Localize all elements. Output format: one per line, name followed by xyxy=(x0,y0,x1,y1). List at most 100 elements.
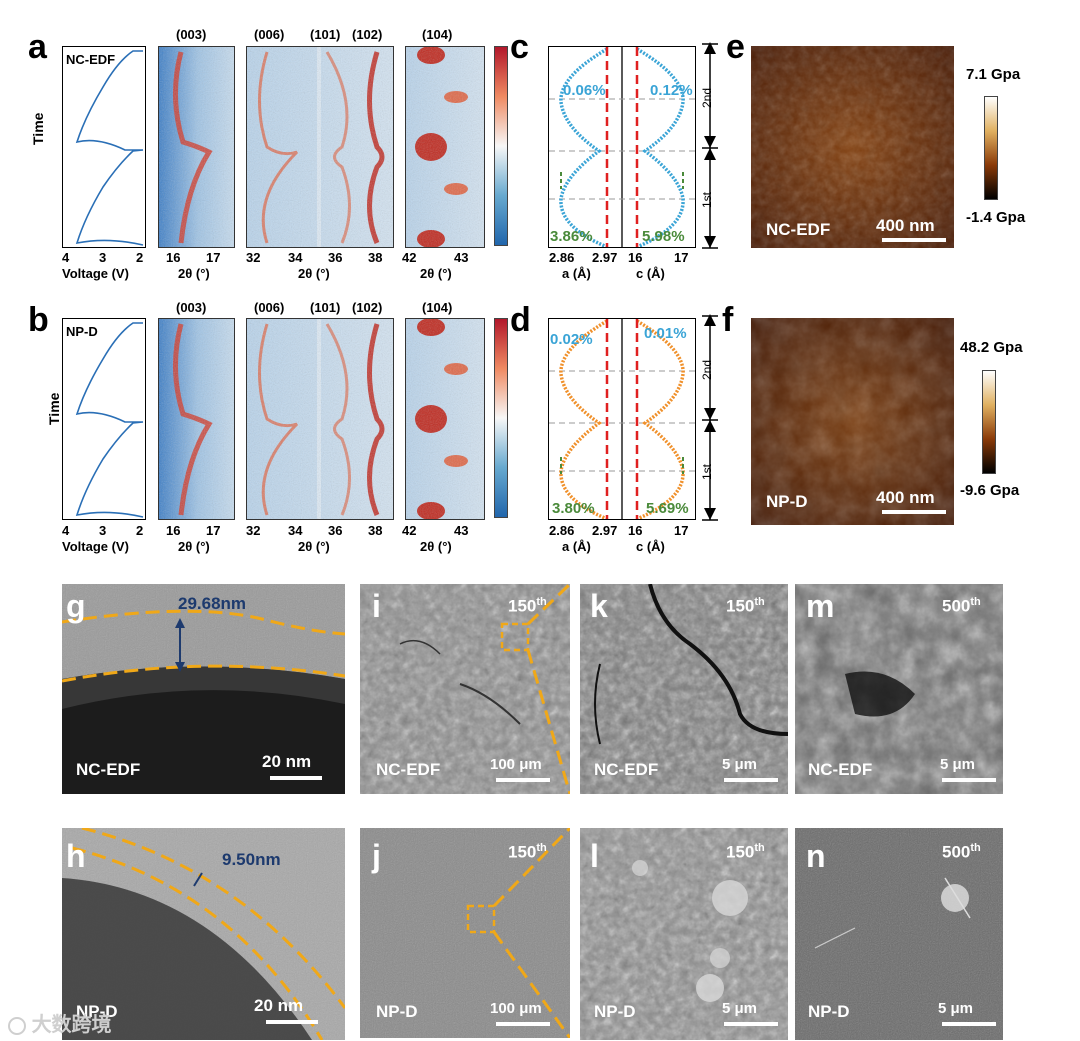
sem-scalebar-j xyxy=(496,1022,550,1026)
heatmap-003-b xyxy=(158,318,235,520)
peak-101-a: (101) xyxy=(310,27,341,42)
strain-d-top-right: 0.01% xyxy=(644,325,687,342)
c-tick-c-0: 16 xyxy=(628,250,643,265)
voltage-tick-b-0: 4 xyxy=(62,523,70,538)
afm-colorbar-e xyxy=(984,96,998,200)
sem-scale-k: 5 μm xyxy=(722,756,758,773)
peak-101-b: (101) xyxy=(310,300,341,315)
tick-a-17: 17 xyxy=(206,250,221,265)
panel-label-k: k xyxy=(590,588,608,624)
watermark-text: 大数跨境 xyxy=(31,1014,112,1036)
tick-b-16: 16 xyxy=(166,523,181,538)
watermark-icon xyxy=(8,1016,26,1035)
peak-102-a: (102) xyxy=(352,27,383,42)
afm-min-f: -9.6 Gpa xyxy=(960,482,1020,499)
heatmap-003-a xyxy=(158,46,235,248)
sem-sample-l: NP-D xyxy=(594,1002,636,1021)
strain-d-top-left: 0.02% xyxy=(550,331,593,348)
afm-image-f xyxy=(751,318,954,525)
sem-scalebar-m xyxy=(942,778,996,782)
voltage-curve-b xyxy=(75,322,144,518)
sem-sample-j: NP-D xyxy=(376,1002,418,1021)
panel-label-e: e xyxy=(726,28,745,66)
voltage-axis-label-a: Voltage (V) xyxy=(62,266,129,281)
peak-006-b: (006) xyxy=(254,300,285,315)
afm-scale-e: 400 nm xyxy=(876,216,935,235)
tick-b-42: 42 xyxy=(402,523,417,538)
sample-label-a: NC-EDF xyxy=(66,52,116,67)
voltage-profile-b xyxy=(62,318,146,520)
c-label-c: c (Å) xyxy=(636,266,665,281)
tick-a-34: 34 xyxy=(288,250,303,265)
tick-b-36: 36 xyxy=(328,523,343,538)
panel-label-j: j xyxy=(372,838,381,874)
time-axis-label-a: Time xyxy=(30,112,46,145)
panel-label-a: a xyxy=(28,28,47,66)
afm-min-e: -1.4 Gpa xyxy=(966,209,1026,226)
xlabel-a-3: 2θ (°) xyxy=(420,266,452,281)
tem-thickness-h: 9.50nm xyxy=(222,850,281,869)
sem-sample-i: NC-EDF xyxy=(376,760,441,779)
panel-label-g: g xyxy=(66,588,86,624)
panel-label-l: l xyxy=(590,838,599,874)
sem-image-m xyxy=(795,584,1003,794)
tem-sample-g: NC-EDF xyxy=(76,760,141,779)
sem-scalebar-i xyxy=(496,778,550,782)
afm-scalebar-e xyxy=(882,238,946,242)
tick-a-38: 38 xyxy=(368,250,383,265)
cycle-2nd-c: 2nd xyxy=(700,87,714,108)
sem-cycle-i: 150th xyxy=(508,596,547,616)
tem-scalebar-h xyxy=(266,1020,318,1024)
tick-b-17: 17 xyxy=(206,523,221,538)
sem-image-j xyxy=(360,828,570,1038)
panel-label-b: b xyxy=(28,301,49,339)
sem-image-l xyxy=(580,828,788,1040)
sample-label-b: NP-D xyxy=(66,324,98,339)
tick-b-32: 32 xyxy=(246,523,261,538)
sem-scalebar-n xyxy=(942,1022,996,1026)
cycle-2nd-d: 2nd xyxy=(700,359,714,380)
peak-003-b: (003) xyxy=(176,300,207,315)
panel-label-h: h xyxy=(66,838,86,874)
tem-thickness-g: 29.68nm xyxy=(178,594,247,613)
a-tick-d-1: 2.97 xyxy=(592,523,618,538)
sem-cycle-m: 500th xyxy=(942,596,981,616)
sem-cycle-n: 500th xyxy=(942,842,981,862)
sem-sample-k: NC-EDF xyxy=(594,760,659,779)
tick-a-36: 36 xyxy=(328,250,343,265)
sem-sample-n: NP-D xyxy=(808,1002,850,1021)
watermark: 大数跨境 xyxy=(8,1008,112,1037)
peak-003-a: (003) xyxy=(176,27,207,42)
xlabel-b-3: 2θ (°) xyxy=(420,539,452,554)
tem-scale-h: 20 nm xyxy=(254,996,304,1015)
sem-scale-j: 100 μm xyxy=(490,1000,542,1017)
c-tick-d-0: 16 xyxy=(628,523,643,538)
colorbar-a xyxy=(494,46,508,246)
voltage-tick-b-2: 2 xyxy=(136,523,144,538)
cycle-arrows-c xyxy=(702,42,718,249)
strain-d-bot-left: 3.80% xyxy=(552,500,595,517)
peak-104-a: (104) xyxy=(422,27,453,42)
heatmap-006-102-a xyxy=(246,46,394,248)
voltage-profile-a xyxy=(62,46,146,248)
c-tick-c-1: 17 xyxy=(674,250,689,265)
panel-label-d: d xyxy=(510,301,531,339)
afm-scale-f: 400 nm xyxy=(876,488,935,507)
xlabel-b-2: 2θ (°) xyxy=(298,539,330,554)
afm-sample-f: NP-D xyxy=(766,492,808,511)
peak-102-b: (102) xyxy=(352,300,383,315)
cycle-1st-c: 1st xyxy=(700,191,714,208)
strain-c-bot-right: 5.98% xyxy=(642,228,685,245)
afm-max-f: 48.2 Gpa xyxy=(960,339,1023,356)
sem-cycle-j: 150th xyxy=(508,842,547,862)
tem-sample-h: NP-D xyxy=(76,1002,118,1021)
strain-c-top-left: 0.06% xyxy=(563,82,606,99)
peak-006-a: (006) xyxy=(254,27,285,42)
strain-c-top-right: 0.12% xyxy=(650,82,693,99)
afm-scalebar-f xyxy=(882,510,946,514)
lattice-plot-d xyxy=(548,318,696,520)
sem-scalebar-k xyxy=(724,778,778,782)
voltage-tick-a-2: 2 xyxy=(136,250,144,265)
voltage-tick-b-1: 3 xyxy=(99,523,107,538)
strain-c-bot-left: 3.86% xyxy=(550,228,593,245)
